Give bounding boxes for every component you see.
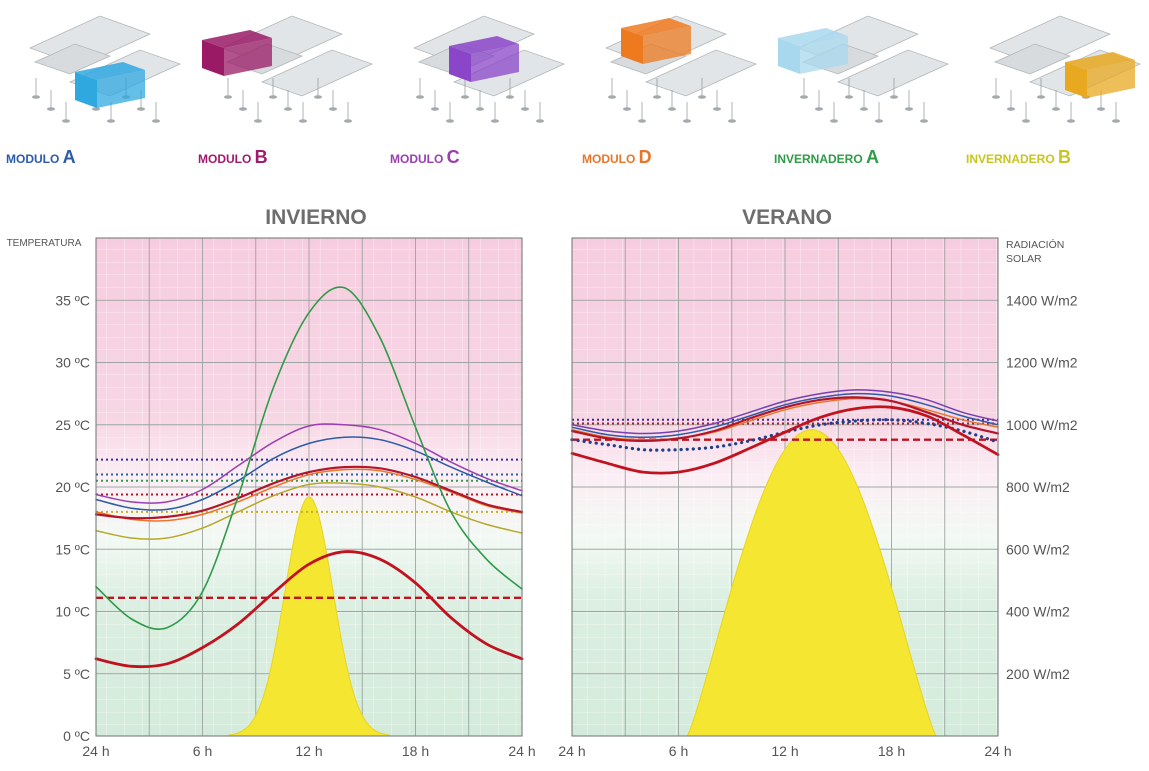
y-tick-label: 25 ºC [55,417,90,433]
plot-frame [95,237,523,737]
module-row: MODULO A MODULO B MODULO C MODULO D INVERNAD… [6,15,1142,167]
module-1-thumbnail: MODULO A [6,15,182,167]
series-line-modulo-a [95,436,523,511]
module-label-letter: D [639,147,652,167]
solar-radiation-area [228,496,390,737]
module-2-thumbnail: MODULO B [198,15,374,167]
module-label-prefix: INVERNADERO [774,152,866,166]
module-block-icon [202,30,272,76]
y2-tick-label: 1200 W/m2 [1006,355,1078,371]
x-tick-label: 12 h [295,743,322,759]
series-line-modulo-b [94,465,524,520]
module-3-label: MODULO C [390,147,460,167]
module-label-letter: A [866,147,879,167]
module-5-thumbnail: INVERNADERO A [774,15,950,167]
module-block-icon [621,18,691,64]
module-label-letter: B [1058,147,1071,167]
module-label-letter: C [447,147,460,167]
module-label-letter: B [255,147,268,167]
x-tick-label: 24 h [508,743,535,759]
chart-title-verano: VERANO [742,206,832,229]
y2-tick-label: 1000 W/m2 [1006,417,1078,433]
y-tick-label: 20 ºC [55,479,90,495]
series-line-modulo-d [571,397,999,441]
series-line-exterior [570,405,1000,475]
module-5-label: INVERNADERO A [774,147,879,167]
chart-verano: 24 h 6 h 12 h 18 h 24 h 200 W/m2 400 W/m2 600 W… [558,237,1078,759]
y2-axis-label-line1: RADIACIÓN [1006,238,1064,251]
y2-tick-label: 800 W/m2 [1006,479,1070,495]
module-label-prefix: MODULO [390,152,447,166]
x-tick-label: 12 h [771,743,798,759]
module-3-thumbnail: MODULO C [390,15,566,167]
series-line-modulo-d [95,468,523,522]
x-tick-label: 6 h [193,743,212,759]
x-tick-label: 6 h [669,743,688,759]
series-line-modulo-a [571,392,999,438]
module-1-label: MODULO A [6,147,76,167]
module-6-thumbnail: INVERNADERO B [966,15,1142,167]
y-axis-label-temperatura: TEMPERATURA [7,238,82,249]
module-block-icon [75,62,145,108]
series-line-modulo-c [95,423,523,504]
y2-tick-label: 200 W/m2 [1006,666,1070,682]
y-tick-label: 5 ºC [63,666,90,682]
y2-tick-label: 600 W/m2 [1006,541,1070,557]
x-tick-label: 18 h [402,743,429,759]
y-tick-label: 15 ºC [55,541,90,557]
module-block-icon [1065,52,1135,98]
y-tick-label: 30 ºC [55,355,90,371]
series-line-invernadero [570,418,1000,452]
x-tick-label: 24 h [558,743,585,759]
module-label-letter: A [63,147,76,167]
series-line-invernadero-a [95,286,523,631]
module-block-icon [449,36,519,82]
series-line-modulo-b [570,396,1000,442]
module-label-prefix: MODULO [582,152,639,166]
solar-radiation-area [686,429,937,737]
plot-frame [571,237,999,737]
module-label-prefix: MODULO [6,152,63,166]
x-tick-label: 18 h [878,743,905,759]
series-line-exterior [94,550,524,669]
y2-tick-label: 400 W/m2 [1006,604,1070,620]
y2-tick-label: 1400 W/m2 [1006,292,1078,308]
module-4-label: MODULO D [582,147,652,167]
module-label-prefix: MODULO [198,152,255,166]
module-label-prefix: INVERNADERO [966,152,1058,166]
y-tick-label: 10 ºC [55,604,90,620]
y2-axis-label-line2: SOLAR [1006,253,1042,265]
chart-title-invierno: INVIERNO [265,206,367,229]
series-line-modulo-c [571,389,999,435]
y-tick-label: 0 ºC [63,728,90,744]
module-6-label: INVERNADERO B [966,147,1071,167]
module-4-thumbnail: MODULO D [582,15,758,167]
x-tick-label: 24 h [82,743,109,759]
module-2-label: MODULO B [198,147,268,167]
module-block-icon [778,28,848,74]
y-tick-label: 35 ºC [55,292,90,308]
x-tick-label: 24 h [984,743,1011,759]
